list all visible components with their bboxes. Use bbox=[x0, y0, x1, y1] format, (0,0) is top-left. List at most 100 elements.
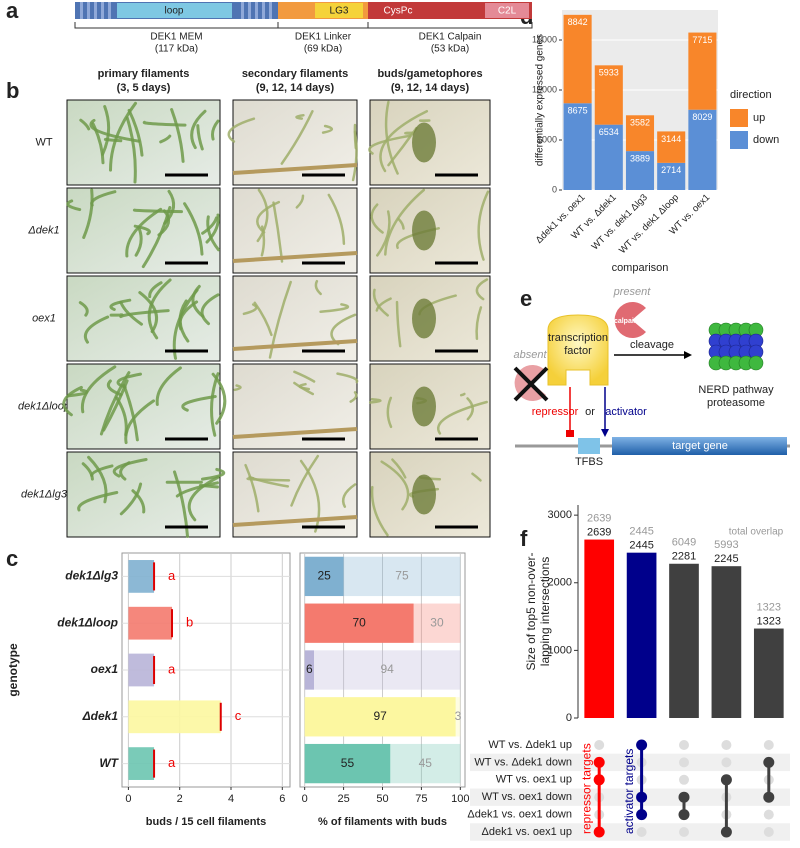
legend-title: direction bbox=[730, 89, 772, 101]
tm-stripe bbox=[94, 2, 97, 19]
filament bbox=[380, 460, 410, 511]
row-band bbox=[470, 823, 790, 841]
filament bbox=[295, 113, 305, 120]
y-tick-label: 1000 bbox=[548, 644, 572, 656]
filament bbox=[327, 193, 346, 245]
value-label: 8029 bbox=[692, 112, 712, 122]
mean-bar bbox=[128, 606, 173, 640]
y-tick-label: 2000 bbox=[548, 577, 572, 589]
total-overlap-label: 5993 bbox=[714, 539, 738, 551]
value-label: 2639 bbox=[587, 526, 611, 538]
loop-domain bbox=[117, 3, 232, 18]
value-label: 3582 bbox=[630, 118, 650, 128]
y-tick-label: 10000 bbox=[532, 84, 557, 94]
significance-letter: a bbox=[168, 755, 176, 770]
filament bbox=[148, 281, 163, 299]
filament bbox=[67, 388, 89, 398]
value-label: 5933 bbox=[599, 68, 619, 78]
panel-label: b bbox=[6, 78, 19, 103]
total-overlap-label: 6049 bbox=[672, 537, 696, 549]
proteasome-label: NERD pathway bbox=[698, 384, 774, 396]
filament bbox=[141, 206, 172, 269]
legend-swatch bbox=[730, 109, 748, 127]
tm-stripe bbox=[101, 2, 104, 19]
matrix-dot bbox=[763, 740, 774, 750]
filament bbox=[124, 399, 155, 445]
filament bbox=[181, 395, 217, 412]
filament bbox=[127, 108, 144, 157]
column-time: (9, 12, 14 days) bbox=[391, 82, 470, 94]
bud bbox=[412, 474, 436, 515]
value-label: 2714 bbox=[661, 165, 681, 175]
bar-segment bbox=[304, 603, 414, 643]
filament bbox=[102, 379, 129, 432]
column-time: (9, 12, 14 days) bbox=[256, 82, 335, 94]
legend-label: up bbox=[753, 112, 765, 124]
significance-letter: a bbox=[168, 661, 176, 676]
matrix-dot-active bbox=[678, 791, 690, 803]
matrix-dot-active bbox=[636, 739, 648, 751]
filament bbox=[125, 116, 137, 184]
x-axis-title: % of filaments with buds bbox=[318, 816, 447, 828]
legend-swatch bbox=[730, 131, 748, 149]
filament bbox=[119, 482, 143, 516]
arrow-head bbox=[684, 351, 692, 359]
filament bbox=[77, 491, 119, 512]
matrix-dot bbox=[763, 809, 774, 820]
filament bbox=[242, 303, 258, 316]
or-label: or bbox=[585, 406, 595, 418]
bar bbox=[626, 552, 657, 718]
filament bbox=[268, 280, 292, 359]
filament bbox=[112, 458, 148, 478]
filament bbox=[211, 119, 220, 141]
x-tick-label: 50 bbox=[376, 793, 388, 805]
filament bbox=[280, 110, 314, 165]
significance-letter: c bbox=[235, 708, 242, 723]
gene-label: target gene bbox=[672, 440, 728, 452]
bar-segment bbox=[625, 115, 655, 152]
value-label: 8842 bbox=[568, 17, 588, 27]
filament bbox=[103, 137, 123, 143]
tm-stripe bbox=[80, 2, 83, 19]
state-label: present bbox=[613, 286, 652, 298]
filament bbox=[370, 485, 389, 537]
filament bbox=[125, 207, 163, 258]
total-overlap-label: 1323 bbox=[757, 601, 781, 613]
panel-label: f bbox=[520, 526, 528, 551]
region-bracket bbox=[74, 22, 279, 29]
y-axis-title: lapping intersections bbox=[538, 557, 552, 666]
region-name: DEK1 Calpain bbox=[419, 32, 482, 43]
bar-segment bbox=[594, 124, 623, 190]
bud bbox=[412, 386, 436, 427]
matrix-dot-active bbox=[720, 774, 732, 786]
row-label: WT bbox=[35, 136, 52, 148]
row-label: oex1 bbox=[32, 312, 56, 324]
filament bbox=[79, 118, 91, 131]
filament bbox=[386, 396, 393, 429]
bar-segment bbox=[304, 743, 391, 784]
filament bbox=[101, 105, 111, 156]
value-label: 25 bbox=[317, 569, 331, 583]
annotation: total overlap bbox=[729, 527, 784, 538]
value-label: 70 bbox=[352, 615, 366, 629]
filament bbox=[190, 109, 207, 150]
value-label: 6534 bbox=[599, 127, 619, 137]
filament bbox=[87, 455, 108, 504]
activator-label: activator bbox=[605, 406, 647, 418]
filament bbox=[134, 226, 143, 257]
filament bbox=[147, 278, 172, 340]
filament bbox=[89, 118, 141, 143]
mean-bar bbox=[128, 747, 155, 780]
row-label: dek1Δloop bbox=[18, 400, 70, 412]
bar-segment bbox=[688, 32, 717, 110]
filament bbox=[395, 300, 402, 348]
filament bbox=[293, 381, 315, 396]
x-tick-label: 0 bbox=[302, 793, 308, 805]
filament bbox=[90, 464, 114, 477]
c2l-domain bbox=[485, 3, 529, 18]
value-label: 3144 bbox=[661, 134, 681, 144]
domain-label: LG3 bbox=[330, 6, 349, 17]
region-mass: (53 kDa) bbox=[431, 44, 469, 55]
micrograph bbox=[66, 451, 221, 538]
